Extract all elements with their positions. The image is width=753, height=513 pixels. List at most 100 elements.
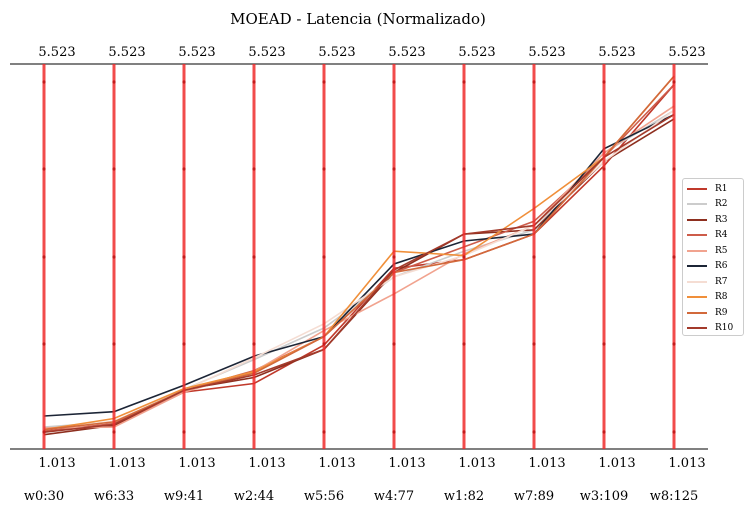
axis-name-label: w6:33 (94, 489, 134, 504)
series-line-r2 (43, 109, 675, 428)
axis-name-label: w4:77 (374, 489, 414, 504)
axis-tick (42, 430, 46, 434)
axis-name-label: w1:82 (444, 489, 484, 504)
legend-swatch (687, 327, 707, 330)
legend-item: R10 (687, 321, 739, 337)
axis-tick (672, 80, 676, 84)
axis-tick (672, 342, 676, 346)
series-line-r1 (43, 84, 675, 432)
axis-max-label: 5.523 (178, 45, 215, 60)
series-line-r4 (43, 84, 675, 433)
legend-item: R3 (687, 212, 739, 228)
legend-label: R7 (715, 276, 728, 287)
legend-item: R7 (687, 274, 739, 290)
axis-tick (532, 255, 536, 259)
axis-max-label: 5.523 (598, 45, 635, 60)
axis-tick (462, 80, 466, 84)
axis-tick (322, 167, 326, 171)
legend-label: R9 (715, 307, 728, 318)
axis-tick (252, 430, 256, 434)
legend-label: R8 (715, 292, 728, 303)
legend-item: R1 (687, 181, 739, 197)
axis-min-label: 1.013 (108, 456, 145, 471)
legend-label: R6 (715, 261, 728, 272)
axis-tick (532, 167, 536, 171)
axis-min-label: 1.013 (598, 456, 635, 471)
legend-swatch (687, 249, 707, 252)
axis-max-label: 5.523 (38, 45, 75, 60)
axis-tick (392, 342, 396, 346)
axis-min-label: 1.013 (178, 456, 215, 471)
legend-item: R2 (687, 197, 739, 213)
axis-min-label: 1.013 (388, 456, 425, 471)
axis-name-label: w9:41 (164, 489, 204, 504)
axis-tick (392, 430, 396, 434)
axis-max-label: 5.523 (528, 45, 565, 60)
axis-tick (392, 167, 396, 171)
axis-min-label: 1.013 (248, 456, 285, 471)
axis-tick (42, 167, 46, 171)
axis-tick (182, 255, 186, 259)
axis-tick (392, 255, 396, 259)
axis-max-label: 5.523 (388, 45, 425, 60)
legend-label: R1 (715, 183, 728, 194)
axis-tick (322, 342, 326, 346)
axis-tick (182, 342, 186, 346)
legend-label: R4 (715, 230, 728, 241)
legend-swatch (687, 280, 707, 283)
legend-swatch (687, 218, 707, 221)
axis-max-label: 5.523 (108, 45, 145, 60)
axis-tick (252, 80, 256, 84)
axis-max-label: 5.523 (668, 45, 705, 60)
legend-swatch (687, 311, 707, 314)
axis-max-label: 5.523 (318, 45, 355, 60)
axis-max-label: 5.523 (458, 45, 495, 60)
axis-tick (602, 430, 606, 434)
axis-tick (602, 255, 606, 259)
axis-tick (602, 167, 606, 171)
series-line-r6 (43, 113, 675, 417)
axis-lines (42, 64, 676, 449)
axis-name-label: w8:125 (650, 489, 699, 504)
axis-name-label: w7:89 (514, 489, 554, 504)
axis-tick (532, 430, 536, 434)
axis-tick (672, 167, 676, 171)
chart-title: MOEAD - Latencia (Normalizado) (230, 10, 486, 28)
axis-tick (462, 167, 466, 171)
axis-tick (112, 80, 116, 84)
axis-min-label: 1.013 (668, 456, 705, 471)
axis-tick (182, 430, 186, 434)
axis-tick (42, 255, 46, 259)
axis-tick (672, 430, 676, 434)
axis-max-label: 5.523 (248, 45, 285, 60)
legend: R1 R2 R3 R4 R5 R6 R7 R8 R9 R10 (682, 178, 744, 336)
axis-tick (602, 342, 606, 346)
legend-item: R8 (687, 290, 739, 306)
legend-item: R9 (687, 305, 739, 321)
legend-label: R5 (715, 245, 728, 256)
series-line-r9 (43, 75, 675, 431)
axis-name-label: w2:44 (234, 489, 274, 504)
axis-tick (112, 255, 116, 259)
series-line-r3 (43, 118, 675, 436)
axis-tick (462, 430, 466, 434)
axis-tick (602, 80, 606, 84)
axis-min-label: 1.013 (318, 456, 355, 471)
axis-name-label: w0:30 (24, 489, 64, 504)
legend-label: R3 (715, 214, 728, 225)
axis-tick (252, 167, 256, 171)
legend-label: R2 (715, 199, 728, 210)
axis-min-label: 1.013 (528, 456, 565, 471)
series-line-r10 (43, 113, 675, 433)
axis-labels: 5.523 1.013 w0:30 5.523 1.013 w6:33 5.523 1.013… (24, 45, 706, 504)
axis-tick (532, 342, 536, 346)
axis-tick (322, 80, 326, 84)
legend-swatch (687, 265, 707, 268)
axis-name-label: w5:56 (304, 489, 344, 504)
series-line-r5 (43, 105, 675, 429)
legend-item: R6 (687, 259, 739, 275)
axis-tick (182, 80, 186, 84)
axis-tick (252, 342, 256, 346)
axis-tick (42, 80, 46, 84)
